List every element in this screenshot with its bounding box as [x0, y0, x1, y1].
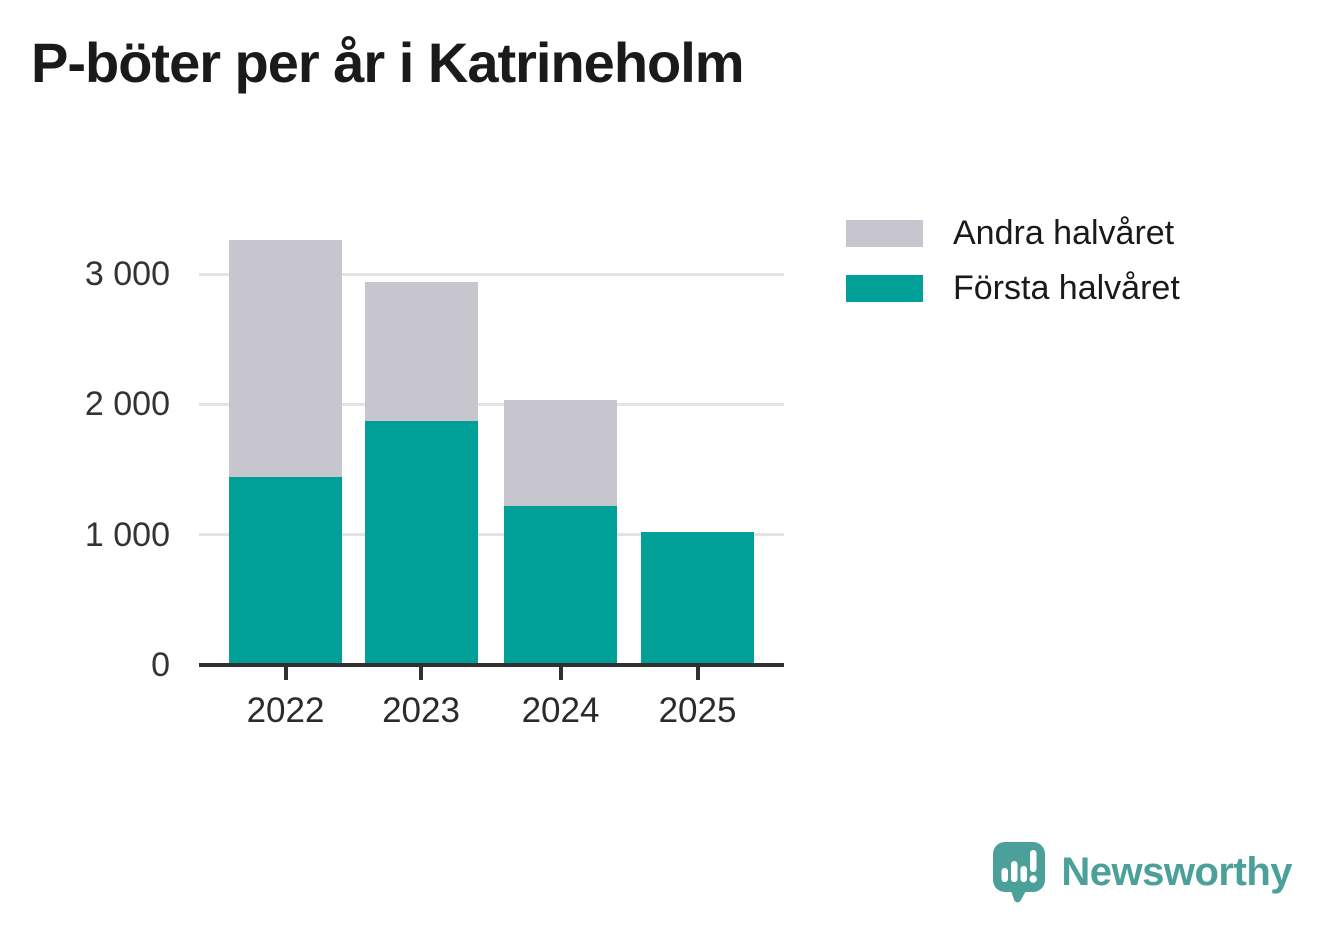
bar-2024-andra-halvaret: [504, 400, 617, 506]
y-axis-label-3000: 3 000: [84, 255, 170, 293]
newsworthy-logo-icon: [993, 842, 1046, 903]
y-axis-label-1000: 1 000: [84, 515, 170, 554]
legend-item-andra-halvaret: Andra halvåret: [846, 214, 1180, 252]
x-tick-2025: [695, 667, 700, 680]
legend-label: Första halvåret: [953, 268, 1180, 307]
bar-2025-forsta-halvaret: [641, 532, 754, 665]
bar-2022-forsta-halvaret: [229, 477, 342, 665]
x-tick-2023: [419, 667, 423, 680]
legend-swatch-forsta-halvaret: [846, 274, 923, 302]
bar-2023-andra-halvaret: [364, 281, 478, 422]
legend-label: Andra halvåret: [953, 213, 1175, 252]
newsworthy-logo: Newsworthy: [992, 841, 1292, 904]
gridline-3000: [199, 272, 784, 276]
bar-2024-forsta-halvaret: [504, 505, 617, 665]
y-axis-label-0: 0: [151, 646, 170, 684]
bar-2022-andra-halvaret: [229, 240, 342, 478]
gridline-2000: [199, 402, 784, 406]
x-axis-label-2022: 2022: [246, 691, 325, 730]
x-tick-2024: [558, 667, 563, 680]
y-axis-label-2000: 2 000: [84, 385, 170, 424]
x-axis-label-2023: 2023: [382, 691, 460, 730]
chart-title: P-böter per år i Katrineholm: [31, 31, 745, 94]
legend: Andra halvåret Första halvåret: [846, 214, 1180, 329]
x-axis-label-2025: 2025: [658, 691, 737, 730]
gridline-1000: [199, 533, 784, 537]
newsworthy-wordmark: Newsworthy: [1061, 850, 1292, 894]
x-axis-line: [199, 663, 784, 667]
x-axis-label-2024: 2024: [521, 691, 600, 730]
legend-swatch-andra-halvaret: [846, 219, 923, 247]
x-tick-2022: [283, 667, 288, 680]
bar-2023-forsta-halvaret: [364, 421, 478, 665]
legend-item-forsta-halvaret: Första halvåret: [846, 269, 1180, 307]
